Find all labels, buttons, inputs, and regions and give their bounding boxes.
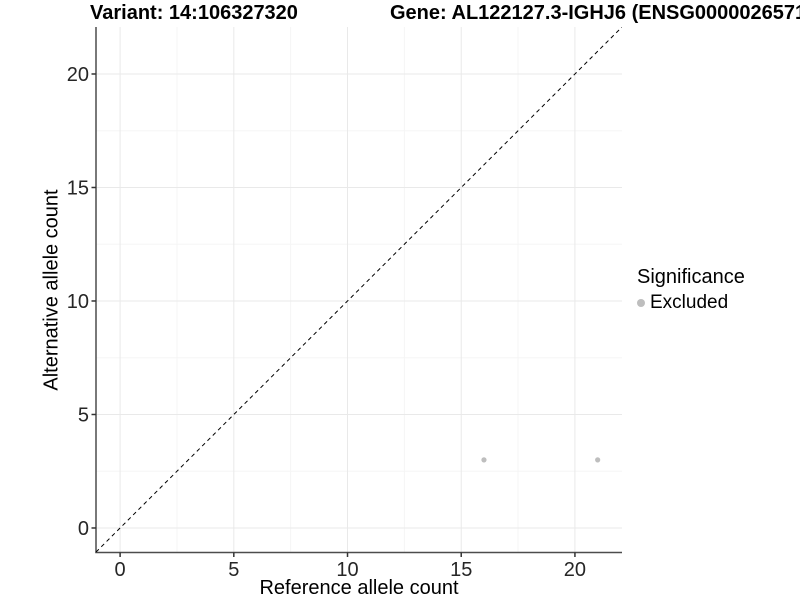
x-tick-label: 15 bbox=[450, 559, 472, 581]
legend-title: Significance bbox=[637, 266, 745, 288]
x-tick-label: 5 bbox=[228, 559, 239, 581]
x-tick-label: 0 bbox=[115, 559, 126, 581]
legend: Significance Excluded bbox=[637, 266, 745, 314]
data-point bbox=[481, 457, 487, 463]
x-axis-title: Reference allele count bbox=[259, 577, 459, 599]
legend-point-icon bbox=[637, 299, 645, 307]
y-tick-label: 5 bbox=[78, 404, 89, 426]
legend-entry-label: Excluded bbox=[650, 292, 729, 313]
y-axis-title: Alternative allele count bbox=[40, 189, 63, 391]
y-tick-label: 20 bbox=[67, 64, 89, 86]
y-tick-label: 0 bbox=[78, 518, 89, 540]
identity-line bbox=[96, 27, 622, 553]
x-tick-label: 20 bbox=[564, 559, 586, 581]
legend-entry-excluded: Excluded bbox=[637, 292, 745, 314]
variant-title: Variant: 14:106327320 bbox=[90, 2, 298, 24]
y-tick-label: 10 bbox=[67, 291, 89, 313]
data-point bbox=[595, 457, 601, 463]
y-tick-label: 15 bbox=[67, 177, 89, 199]
x-tick-label: 10 bbox=[336, 559, 358, 581]
gene-title: Gene: AL122127.3-IGHJ6 (ENSG0000026571 bbox=[390, 2, 800, 24]
